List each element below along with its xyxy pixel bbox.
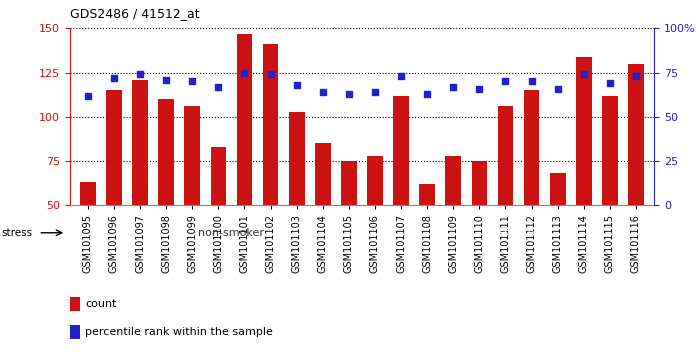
Point bbox=[526, 79, 537, 84]
Point bbox=[134, 72, 145, 77]
Point bbox=[213, 84, 224, 90]
Bar bbox=[498, 106, 514, 205]
Point bbox=[552, 86, 563, 91]
Point bbox=[239, 70, 250, 75]
Point bbox=[370, 89, 381, 95]
Point bbox=[604, 80, 615, 86]
Bar bbox=[341, 161, 356, 205]
Point bbox=[291, 82, 302, 88]
Point bbox=[317, 89, 329, 95]
Bar bbox=[524, 90, 539, 205]
Point bbox=[265, 72, 276, 77]
Bar bbox=[289, 112, 305, 205]
Bar bbox=[576, 57, 592, 205]
Text: GDS2486 / 41512_at: GDS2486 / 41512_at bbox=[70, 7, 199, 20]
Bar bbox=[70, 297, 80, 311]
Bar bbox=[106, 90, 122, 205]
Point bbox=[448, 84, 459, 90]
Bar bbox=[602, 96, 618, 205]
Bar bbox=[472, 161, 487, 205]
Bar bbox=[132, 80, 148, 205]
Point bbox=[161, 77, 172, 82]
Point bbox=[500, 79, 511, 84]
Bar bbox=[263, 44, 278, 205]
Text: count: count bbox=[86, 299, 117, 309]
Bar bbox=[393, 96, 409, 205]
Bar bbox=[70, 325, 80, 339]
Bar bbox=[315, 143, 331, 205]
Bar bbox=[445, 156, 461, 205]
Bar bbox=[628, 64, 644, 205]
Text: stress: stress bbox=[1, 228, 33, 238]
Text: percentile rank within the sample: percentile rank within the sample bbox=[86, 327, 273, 337]
Point bbox=[82, 93, 93, 98]
Bar bbox=[159, 99, 174, 205]
Point bbox=[631, 73, 642, 79]
Bar bbox=[211, 147, 226, 205]
Point bbox=[474, 86, 485, 91]
Bar bbox=[367, 156, 383, 205]
Bar bbox=[550, 173, 566, 205]
Point bbox=[578, 72, 590, 77]
Text: smoker: smoker bbox=[498, 228, 539, 238]
Bar bbox=[237, 34, 252, 205]
Bar bbox=[80, 182, 96, 205]
Text: non-smoker: non-smoker bbox=[198, 228, 264, 238]
Point bbox=[343, 91, 354, 97]
Point bbox=[422, 91, 433, 97]
Bar bbox=[184, 106, 200, 205]
Bar bbox=[419, 184, 435, 205]
Point bbox=[109, 75, 120, 81]
Point bbox=[395, 73, 406, 79]
Point bbox=[187, 79, 198, 84]
